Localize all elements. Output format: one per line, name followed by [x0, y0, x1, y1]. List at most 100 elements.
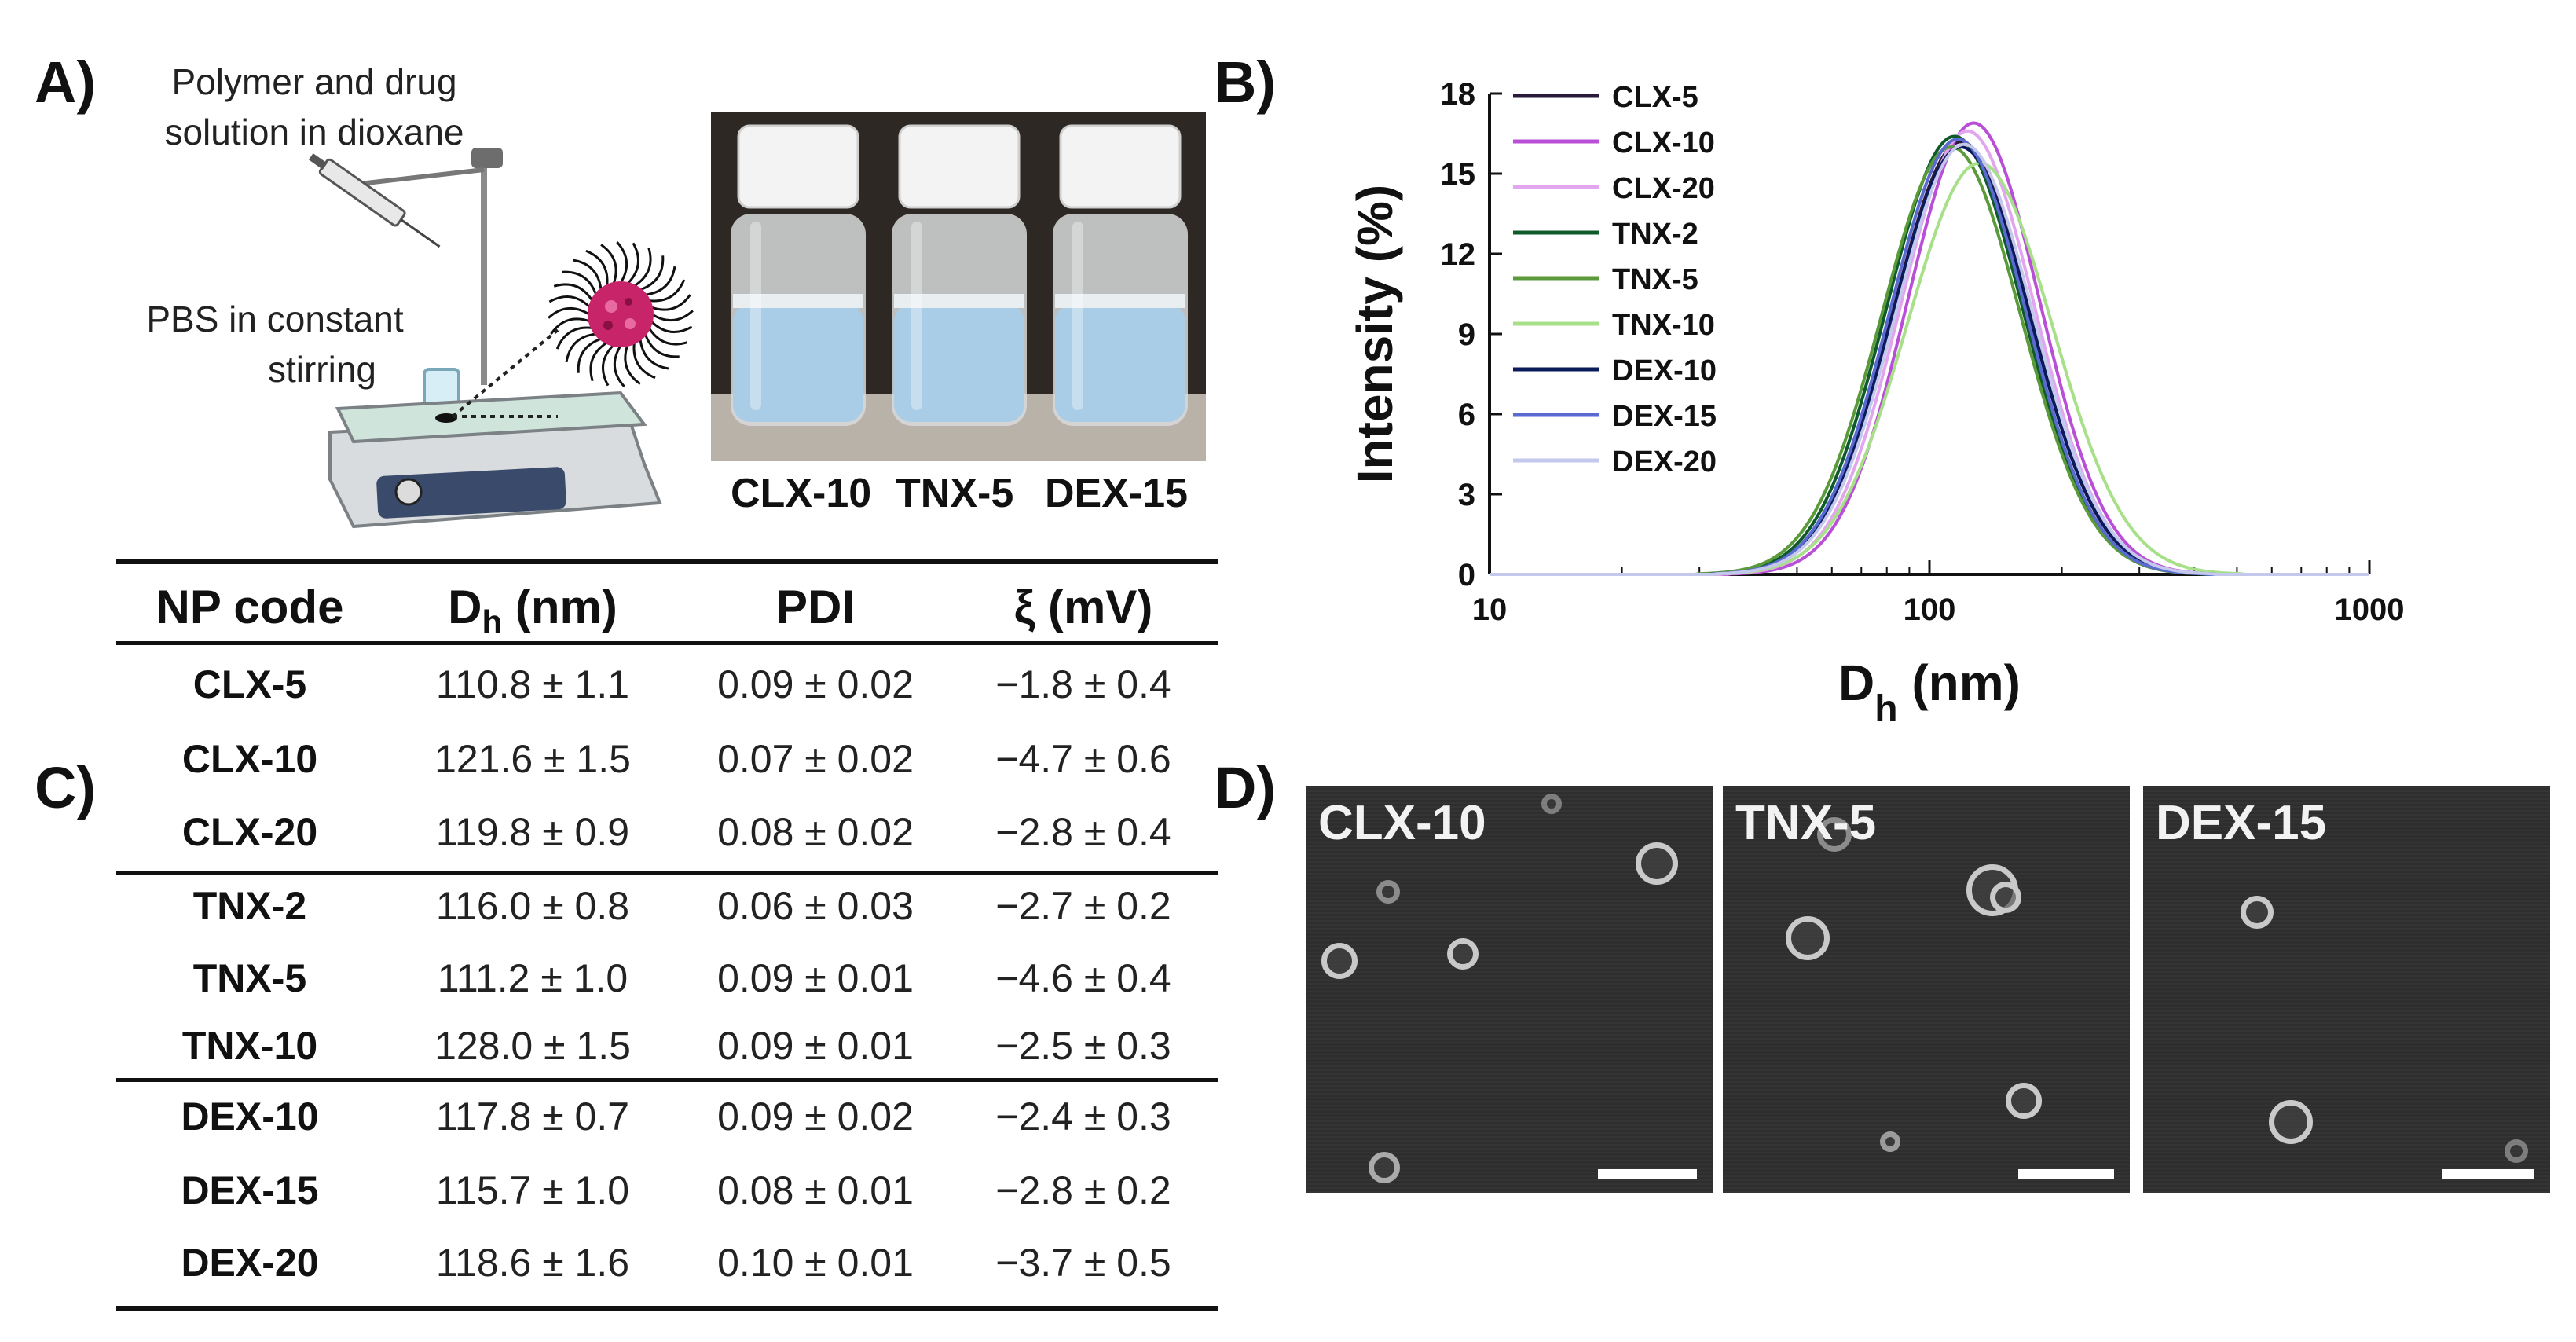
legend-label: CLX-5: [1612, 81, 1698, 114]
clamp-arm: [345, 167, 485, 188]
cell-zeta: −2.8 ± 0.2: [995, 1168, 1171, 1212]
cell-pdi: 0.08 ± 0.01: [717, 1168, 914, 1212]
header-dh: Dh (nm): [448, 581, 617, 640]
table-bottom-rule: [116, 1306, 1218, 1311]
y-tick-label: 12: [1441, 237, 1476, 272]
sem-label-clx10: CLX-10: [1318, 796, 1486, 850]
vial-icon: [892, 124, 1027, 426]
micelle-tail: [643, 333, 680, 358]
scale-bar: [2018, 1169, 2114, 1179]
cell-dh: 128.0 ± 1.5: [434, 1024, 631, 1068]
micelle-tail: [555, 326, 593, 350]
legend-label: TNX-2: [1612, 218, 1698, 251]
cell-np-code: TNX-2: [192, 884, 307, 928]
cell-np-code: CLX-10: [181, 737, 318, 781]
legend-label: TNX-10: [1612, 309, 1715, 342]
x-tick-label: 1000: [2335, 592, 2405, 627]
vial-icon: [731, 124, 866, 426]
stirrer-setup-illustration: [308, 148, 662, 529]
syringe-icon: [308, 153, 441, 248]
cell-zeta: −2.8 ± 0.4: [995, 810, 1171, 854]
y-tick-label: 9: [1458, 317, 1475, 352]
micelle-tail: [550, 317, 591, 335]
micelle-tail: [562, 270, 598, 295]
stand-clamp: [471, 148, 503, 168]
micelle-core: [588, 281, 654, 347]
cell-dh: 119.8 ± 0.9: [435, 810, 630, 854]
vials-photograph: [711, 112, 1206, 461]
y-tick-label: 0: [1458, 558, 1475, 592]
micelle-tail: [647, 327, 688, 346]
legend-label: CLX-10: [1612, 126, 1715, 160]
micelle-tail: [577, 337, 602, 373]
cell-np-code: DEX-20: [181, 1241, 319, 1285]
x-tick-label: 100: [1904, 592, 1956, 627]
panel-d-letter: D): [1215, 755, 1277, 820]
table-top-rule: [116, 559, 1218, 564]
series-line-dex-20: [1490, 142, 2369, 576]
micelle-tail: [548, 306, 590, 319]
micelle-tail: [624, 344, 641, 385]
micelle-tail: [639, 255, 665, 292]
x-tick-label: 10: [1472, 592, 1508, 627]
micelle-tail: [639, 339, 669, 370]
header-pdi: PDI: [775, 581, 856, 633]
sem-label-dex15: DEX-15: [2156, 796, 2327, 850]
stand-pole: [481, 149, 487, 385]
table-header-rule: [116, 641, 1218, 645]
cell-dh: 111.2 ± 1.0: [437, 956, 628, 1000]
micelle-tail: [645, 266, 676, 296]
y-tick-label: 3: [1458, 478, 1475, 512]
cell-dh: 118.6 ± 1.6: [435, 1241, 630, 1285]
micelle-tail: [602, 343, 615, 387]
cell-zeta: −4.6 ± 0.4: [995, 956, 1171, 1000]
sem-image-clx10: CLX-10: [1306, 786, 1713, 1193]
stir-bar-icon: [435, 413, 457, 423]
cell-pdi: 0.09 ± 0.02: [717, 1094, 914, 1138]
cell-np-code: CLX-5: [192, 662, 307, 706]
header-zeta: ξ (mV): [1013, 581, 1153, 633]
cell-pdi: 0.09 ± 0.02: [717, 662, 914, 706]
cell-zeta: −4.7 ± 0.6: [995, 737, 1171, 781]
nanoparticle-micelle-icon: [548, 241, 694, 387]
panel-c-letter: C): [35, 755, 97, 820]
panel-b-letter: B): [1215, 50, 1277, 115]
header-np-code: NP code: [156, 581, 344, 633]
cell-np-code: DEX-15: [181, 1168, 319, 1212]
cell-pdi: 0.06 ± 0.03: [717, 884, 914, 928]
micelle-tail: [572, 258, 603, 290]
y-tick-label: 15: [1441, 157, 1476, 192]
legend-label: DEX-15: [1612, 400, 1717, 433]
cell-pdi: 0.08 ± 0.02: [717, 810, 914, 854]
vial-label-clx10: CLX-10: [731, 471, 872, 516]
annotation-pbs-stirring: PBS in constant stirring: [146, 299, 404, 390]
micelle-tail: [613, 345, 625, 387]
legend-label: TNX-5: [1612, 263, 1698, 296]
panel-a-letter: A): [35, 50, 97, 115]
cell-zeta: −2.7 ± 0.2: [995, 884, 1171, 928]
cell-np-code: TNX-5: [192, 956, 307, 1000]
sem-label-tnx5: TNX-5: [1735, 796, 1877, 850]
vial-icon: [1053, 124, 1188, 426]
cell-zeta: −2.5 ± 0.3: [995, 1024, 1171, 1068]
cell-pdi: 0.07 ± 0.02: [717, 737, 914, 781]
micelle-tail: [548, 295, 592, 309]
x-axis-title: Dh (nm): [1838, 654, 2021, 730]
legend-label: DEX-10: [1612, 354, 1717, 387]
micelle-tail: [585, 249, 609, 287]
micelle-tail: [651, 310, 694, 322]
stirrer-knob-icon: [394, 478, 423, 506]
micelle-tail: [626, 242, 639, 285]
legend-label: CLX-20: [1612, 172, 1715, 205]
cell-dh: 115.7 ± 1.0: [435, 1168, 630, 1212]
micelle-tail: [650, 294, 691, 311]
micelle-tail: [648, 279, 686, 302]
micelle-tail: [632, 342, 656, 380]
cell-np-code: TNX-10: [181, 1024, 318, 1068]
y-tick-label: 6: [1458, 398, 1475, 432]
vial-label-tnx5: TNX-5: [896, 471, 1014, 516]
cell-zeta: −3.7 ± 0.5: [995, 1241, 1171, 1285]
cell-dh: 116.0 ± 0.8: [435, 884, 630, 928]
zoom-line-diagonal: [451, 328, 559, 418]
y-tick-label: 18: [1441, 77, 1476, 112]
